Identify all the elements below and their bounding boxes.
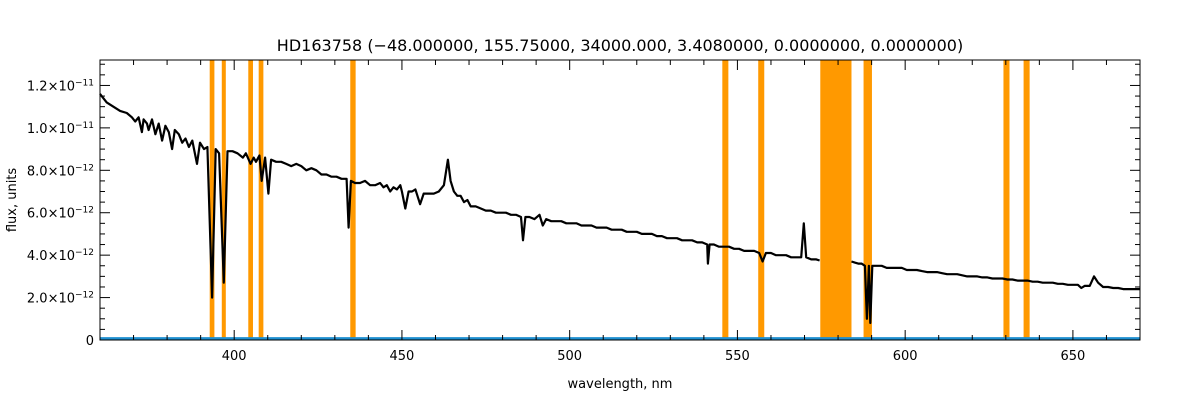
- masked-band-9: [1003, 60, 1010, 340]
- masked-band-1: [221, 60, 226, 340]
- masked-band-7: [820, 60, 852, 340]
- masked-band-6: [758, 60, 765, 340]
- masked-band-0: [209, 60, 215, 340]
- masked-bands: [209, 60, 1030, 340]
- x-tick-label: 400: [222, 349, 247, 364]
- masked-band-4: [350, 60, 356, 340]
- spectrum-segment-0: [99, 93, 820, 299]
- y-tick-label: 0: [86, 334, 94, 349]
- y-tick-label: 1.0×10−11: [27, 121, 94, 137]
- x-tick-label: 450: [390, 349, 415, 364]
- chart-title: HD163758 (−48.000000, 155.75000, 34000.0…: [277, 36, 963, 55]
- x-tick-label: 650: [1060, 349, 1085, 364]
- plot-frame: [99, 59, 1141, 341]
- y-axis: 0 2.0×10−12 4.0×10−12 6.0×10−12 8.0×10−12 1.0…: [27, 63, 1140, 349]
- y-tick-label: 4.0×10−12: [27, 248, 94, 264]
- spectrum-layer: [99, 93, 1140, 325]
- x-tick-label: 500: [557, 349, 582, 364]
- masked-band-3: [258, 60, 264, 340]
- y-tick-label: 8.0×10−12: [27, 163, 94, 179]
- masked-band-5: [722, 60, 729, 340]
- masked-band-10: [1023, 60, 1030, 340]
- masked-band-2: [248, 60, 253, 340]
- masked-band-8: [863, 60, 872, 340]
- x-axis: 400 450 500 550 600 650: [99, 60, 1141, 364]
- x-tick-label: 600: [893, 349, 918, 364]
- y-tick-label: 1.2×10−11: [27, 78, 94, 94]
- spectrum-segment-1: [851, 260, 1140, 325]
- y-tick-label: 2.0×10−12: [27, 291, 94, 307]
- y-axis-label: flux, units: [5, 168, 20, 233]
- y-tick-label: 6.0×10−12: [27, 206, 94, 222]
- x-axis-label: wavelength, nm: [568, 377, 673, 392]
- x-tick-label: 550: [725, 349, 750, 364]
